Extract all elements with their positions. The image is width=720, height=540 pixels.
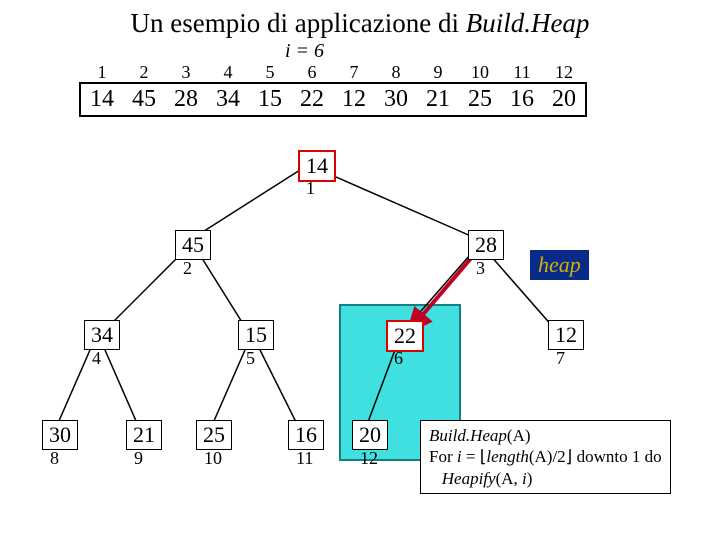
tree-node-index: 1 <box>306 178 315 199</box>
pseudo-line-3: Heapify(A, i) <box>429 468 662 489</box>
tree-node: 12 <box>548 320 584 350</box>
tree-edge <box>210 350 245 430</box>
pseudo-line-1: Build.Heap(A) <box>429 425 662 446</box>
tree-node: 16 <box>288 420 324 450</box>
tree-node: 34 <box>84 320 120 350</box>
pseudo-eq: = <box>462 447 480 466</box>
pseudo-div: (A)/2 <box>529 447 566 466</box>
tree-node: 25 <box>196 420 232 450</box>
pseudo-paren: (A, <box>496 469 522 488</box>
tree-node-index: 11 <box>296 448 313 469</box>
tree-node-index: 8 <box>50 448 59 469</box>
tree-node: 14 <box>298 150 336 182</box>
pseudo-line-2: For i = ⌊length(A)/2⌋ downto 1 do <box>429 446 662 467</box>
pseudo-heapify: Heapify <box>429 469 496 488</box>
tree-node-index: 10 <box>204 448 222 469</box>
tree-node-index: 2 <box>183 258 192 279</box>
pseudo-kw: For <box>429 447 457 466</box>
tree-node: 15 <box>238 320 274 350</box>
pseudo-arg: (A) <box>507 426 531 445</box>
tree-node-index: 5 <box>246 348 255 369</box>
tree-node-index: 12 <box>360 448 378 469</box>
pseudo-length: length <box>486 447 529 466</box>
tree-node-index: 9 <box>134 448 143 469</box>
pseudo-close: ) <box>527 469 533 488</box>
pseudo-downto: downto 1 do <box>572 447 661 466</box>
tree-edge <box>260 350 300 430</box>
pseudo-fn: Build.Heap <box>429 426 507 445</box>
tree-node-index: 7 <box>556 348 565 369</box>
tree-node: 45 <box>175 230 211 260</box>
tree-node-index: 4 <box>92 348 101 369</box>
tree-edge <box>55 350 90 430</box>
tree-node: 30 <box>42 420 78 450</box>
tree-node-index: 3 <box>476 258 485 279</box>
tree-edge <box>320 170 480 240</box>
tree-node: 21 <box>126 420 162 450</box>
tree-node: 22 <box>386 320 424 352</box>
tree-edge <box>105 350 140 430</box>
tree-node-index: 6 <box>394 348 403 369</box>
tree-node: 20 <box>352 420 388 450</box>
tree-node: 28 <box>468 230 504 260</box>
heap-label: heap <box>530 250 589 280</box>
pseudocode-box: Build.Heap(A) For i = ⌊length(A)/2⌋ down… <box>420 420 671 494</box>
